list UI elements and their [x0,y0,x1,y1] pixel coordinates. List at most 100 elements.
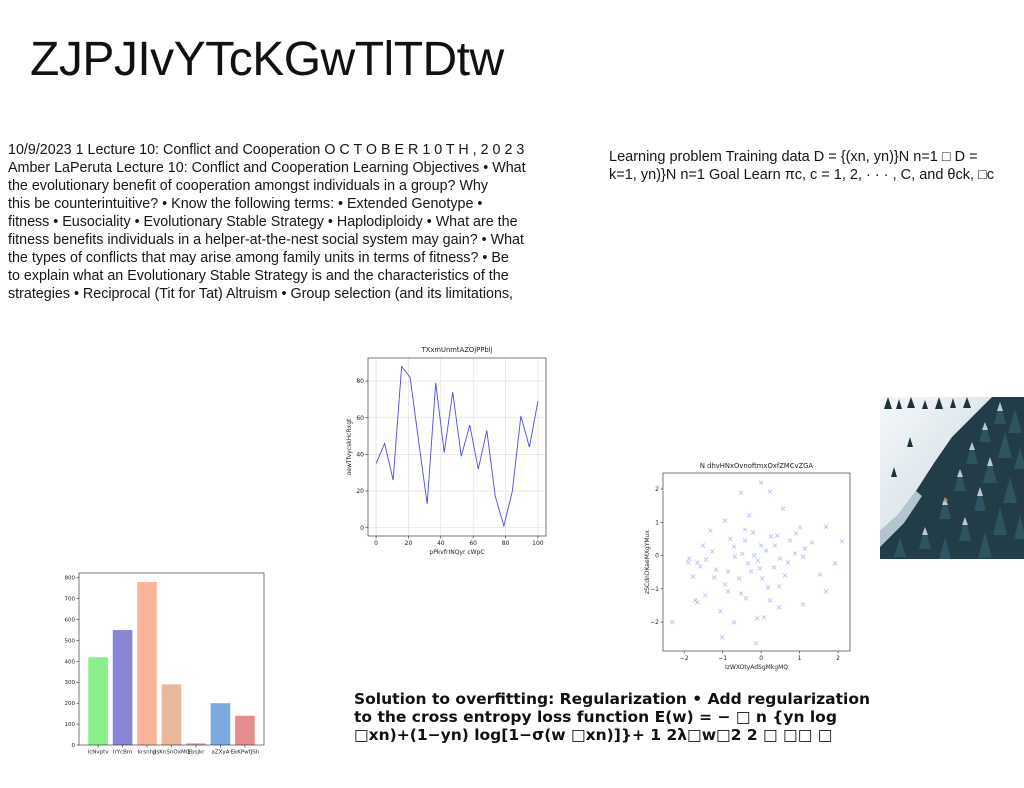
lecture-line: the evolutionary benefit of cooperation … [8,178,489,194]
bar [235,715,255,745]
scatter-point [787,538,793,543]
scatter-point [703,593,708,598]
plot-frame [367,357,547,537]
x-axis-label: IzWXOtyAdSgMkgMQ [725,664,788,671]
y-tick-label: 0 [655,553,659,560]
scatter-point [785,560,791,565]
scatter-point [740,551,745,557]
bar [88,657,108,745]
grid [368,358,546,536]
scatter-point [722,518,728,523]
scatter-point [776,584,782,589]
lecture-line: fitness benefits individuals in a helper… [8,232,524,248]
scatter-point [767,598,773,603]
y-tick-label: 100 [65,722,76,728]
scatter-point [817,572,823,577]
scatter-point [777,556,783,561]
scatter-point [755,558,761,563]
y-tick-label: 800 [65,576,76,582]
page-title: ZJPJIvYTcKGwTlTDtw [30,33,504,86]
scatter-point [698,564,703,569]
x-tick-label: aZXyA [211,750,229,756]
x-tick-label: 100 [532,540,544,547]
y-tick-label: 700 [65,597,76,603]
scatter-point [694,560,700,565]
scatter-point [800,602,806,607]
y-tick-label: 500 [65,638,76,644]
lecture-line: strategies • Reciprocal (Tit for Tat) Al… [8,286,514,302]
x-tick-label: Ebsjkr [188,750,206,756]
scatter-point [685,560,691,565]
scatter-point [823,589,829,594]
x-tick-label: krsnhjJ [138,750,157,756]
bar [137,581,157,745]
scatter-point [742,527,748,532]
scatter-chart: N dhvHNxOvnoftmxOxfZMCvZGA IzWXOtyAdSgMk… [644,462,851,671]
lecture-line: 10/9/2023 1 Lecture 10: Conflict and Coo… [8,142,525,158]
x-tick-label: 1 [798,655,802,662]
scatter-point [710,549,715,554]
scatter-point [823,524,829,529]
scatter-point [800,554,806,559]
y-tick-label: 0 [360,525,364,532]
x-tick-label: 60 [469,540,477,547]
x-tick-label: −2 [680,655,689,662]
scatter-point [725,589,731,594]
y-tick-label: −1 [650,586,659,593]
lecture-line: this be counterintuitive? • Know the fol… [8,196,483,212]
y-tick-label: 20 [356,488,364,495]
scatter-point [669,619,675,625]
y-axis-label: zSCdnDKaeMXgYMux [644,530,651,594]
x-tick-label: 40 [437,540,445,547]
x-axis-label: pPkvfrINQyr cWpC [429,549,484,556]
scatter-point [728,536,733,542]
x-tick-label: 0 [374,540,378,547]
y-tick-label: 400 [65,659,76,665]
scatter-point [690,574,696,579]
plot-area: 0 20 40 60 80 100 0 20 40 60 80 [356,357,547,547]
bar [161,684,182,745]
y-tick-label: 300 [65,680,76,686]
scatter-point [694,600,700,605]
snowy-forest-photo [880,397,1024,559]
learning-line: k=1, yn)}N n=1 Goal Learn πc, c = 1, 2, … [609,167,995,183]
x-tick-label: psKnSnOxMQ [153,750,191,756]
regularization-text-block: Solution to overfitting: Regularization … [354,690,914,744]
scatter-point [768,534,774,539]
lecture-text-block: 10/9/2023 1 Lecture 10: Conflict and Coo… [8,141,606,303]
scatter-point [771,565,777,570]
learning-problem-text-block: Learning problem Training data D = {(xn,… [609,148,1024,184]
series-line [375,365,539,528]
y-tick-label: 60 [356,415,364,422]
plot-area: −2 −1 0 1 2 −2 −1 0 1 2 [650,472,851,662]
scatter-point [775,533,780,538]
y-tick-label: 1 [655,519,659,526]
scatter-point [708,528,713,533]
y-axis-label: oewTfvycskHcRxgt [346,418,353,475]
scatter-point [720,635,725,640]
scatter-point [722,582,728,587]
scatter-point [782,573,788,578]
scatter-point [732,554,738,559]
scatter-point [725,569,731,574]
regularization-line: □xn)+(1−yn) log[1−σ(w □xn)]}+ 1 2λ□w□2 2… [354,726,833,744]
scatter-point [713,567,719,572]
chart-title: TXxmUnmtAZOjPPblj [421,346,493,354]
lecture-line: fitness • Eusociality • Evolutionary Sta… [8,214,518,230]
scatter-point [758,480,764,485]
pine-trees-on-snow [884,397,971,477]
lecture-line: Amber LaPeruta Lecture 10: Conflict and … [8,160,526,176]
regularization-line: to the cross entropy loss function E(w) … [354,708,837,726]
bar [210,703,231,745]
scatter-point [776,605,782,610]
scatter-point [748,569,754,574]
scatter-point [731,620,737,625]
x-tick-label: 20 [405,540,413,547]
scatter-point [757,566,763,571]
x-tick-label: −1 [718,655,727,662]
scatter-point [780,506,786,511]
scatter-point [742,538,748,543]
scatter-point [746,513,752,518]
